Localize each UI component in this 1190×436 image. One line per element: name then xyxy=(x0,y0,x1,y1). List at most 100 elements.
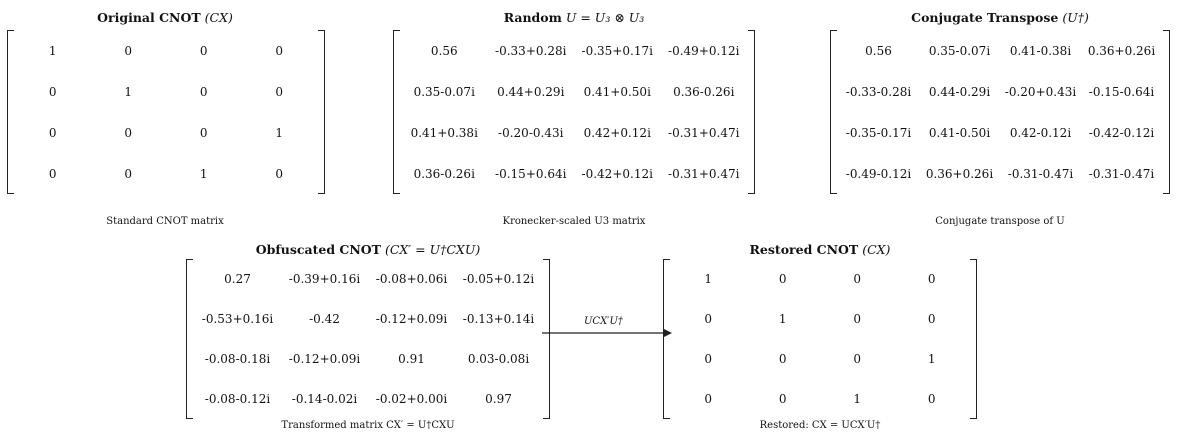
matrix-cell: -0.33-0.28i xyxy=(845,84,912,99)
matrix-cell: 0.36+0.26i xyxy=(1087,43,1156,58)
matrix-cell: 0.35-0.07i xyxy=(413,84,475,99)
matrix-cell: -0.15+0.64i xyxy=(495,166,567,181)
matrix-cell: 0 xyxy=(275,84,284,99)
original-cnot-block: Original CNOT (CX) 1 0 0 0 0 1 0 0 0 0 0 1 0 0 1 0 Stan… xyxy=(5,10,325,227)
arrow-label: UCX′U† xyxy=(584,316,623,327)
left-bracket xyxy=(663,259,670,419)
matrix-cell: -0.08-0.18i xyxy=(204,352,271,366)
matrix-cell: -0.12+0.09i xyxy=(288,352,361,366)
matrix-cell: 0 xyxy=(48,166,57,181)
matrix-cell: 0.44+0.29i xyxy=(497,84,565,99)
matrix-cell: 0 xyxy=(48,125,57,140)
conjugate-transpose-block: Conjugate Transpose (U†) 0.56 0.35-0.07i 0… xyxy=(830,10,1170,227)
matrix-cell: 0 xyxy=(275,166,284,181)
matrix-cell: 0.36-0.26i xyxy=(673,84,735,99)
matrix-cell: 0.41+0.50i xyxy=(583,84,651,99)
matrix-cell: 0.42+0.12i xyxy=(583,125,651,140)
matrix-cell: -0.42-0.12i xyxy=(1088,125,1155,140)
matrix-cell: 0.35-0.07i xyxy=(928,43,991,58)
matrix-cell: 0.56 xyxy=(430,43,458,58)
restored-cnot-block: Restored CNOT (CX) 1 0 0 0 0 1 0 0 0 0 0 1 0 0 1 0 Rest… xyxy=(663,242,977,434)
matrix-cell: 0.36-0.26i xyxy=(413,166,475,181)
obfuscated-cnot-title: Obfuscated CNOT (CX′ = U†CXU) xyxy=(255,242,481,257)
original-cnot-matrix: 1 0 0 0 0 1 0 0 0 0 0 1 0 0 1 0 xyxy=(7,30,325,194)
right-bracket xyxy=(318,30,325,194)
original-cnot-title: Original CNOT (CX) xyxy=(97,10,233,25)
matrix-cell: -0.13+0.14i xyxy=(462,312,535,326)
conjugate-transpose-title: Conjugate Transpose (U†) xyxy=(911,10,1089,25)
matrix-cell: -0.49+0.12i xyxy=(668,43,740,58)
matrix-cell: -0.35-0.17i xyxy=(845,125,912,140)
obfuscated-cnot-matrix: 0.27 -0.39+0.16i -0.08+0.06i -0.05+0.12i -0.… xyxy=(186,259,550,419)
obfuscated-cnot-caption: Transformed matrix CX′ = U†CXU xyxy=(281,420,455,431)
matrix-cell: 1 xyxy=(704,272,713,286)
matrix-cell: 0 xyxy=(927,312,936,326)
obfuscated-cnot-block: Obfuscated CNOT (CX′ = U†CXU) 0.27 -0.39+… xyxy=(186,242,550,434)
matrix-cell: 0 xyxy=(199,84,208,99)
matrix-cell: -0.31-0.47i xyxy=(1088,166,1155,181)
matrix-cell: -0.12+0.09i xyxy=(375,312,448,326)
matrix-cell: 0 xyxy=(124,43,133,58)
matrix-cell: -0.39+0.16i xyxy=(288,272,361,286)
matrix-cell: -0.35+0.17i xyxy=(581,43,653,58)
matrix-cell: 1 xyxy=(778,312,787,326)
left-bracket xyxy=(830,30,837,194)
matrix-cell: -0.31+0.47i xyxy=(668,166,740,181)
matrix-cell: -0.14-0.02i xyxy=(291,392,358,406)
matrix-cell: -0.05+0.12i xyxy=(462,272,535,286)
right-bracket xyxy=(748,30,755,194)
matrix-cell: 1 xyxy=(275,125,284,140)
matrix-cell: 0 xyxy=(704,392,713,406)
restored-cnot-matrix: 1 0 0 0 0 1 0 0 0 0 0 1 0 0 1 0 xyxy=(663,259,977,419)
matrix-cell: 0.27 xyxy=(224,272,251,286)
left-bracket xyxy=(393,30,400,194)
matrix-cell: -0.02+0.00i xyxy=(375,392,448,406)
original-cnot-caption: Standard CNOT matrix xyxy=(106,216,224,227)
matrix-cell: 0.03-0.08i xyxy=(467,352,530,366)
matrix-cell: -0.20-0.43i xyxy=(498,125,564,140)
matrix-cell: -0.08+0.06i xyxy=(375,272,448,286)
matrix-cell: 0 xyxy=(199,125,208,140)
matrix-cell: -0.42+0.12i xyxy=(581,166,653,181)
matrix-cell: 0.97 xyxy=(485,392,512,406)
matrix-cell: 0 xyxy=(275,43,284,58)
matrix-cell: 0.41-0.50i xyxy=(928,125,991,140)
matrix-cell: 0 xyxy=(853,272,862,286)
conjugate-transpose-caption: Conjugate transpose of U xyxy=(935,216,1065,227)
matrix-cell: 0 xyxy=(704,352,713,366)
right-bracket xyxy=(1163,30,1170,194)
matrix-cell: 1 xyxy=(124,84,133,99)
matrix-cell: 0 xyxy=(778,352,787,366)
matrix-cell: 0 xyxy=(124,125,133,140)
matrix-cell: 0 xyxy=(199,43,208,58)
right-bracket xyxy=(970,259,977,419)
matrix-cell: -0.20+0.43i xyxy=(1004,84,1077,99)
random-u-matrix: 0.56 -0.33+0.28i -0.35+0.17i -0.49+0.12i 0.3… xyxy=(393,30,755,194)
matrix-cell: 0 xyxy=(853,352,862,366)
matrix-cell: 0 xyxy=(704,312,713,326)
matrix-cell: 1 xyxy=(853,392,862,406)
transform-arrow xyxy=(542,329,672,337)
matrix-cell: 1 xyxy=(927,352,936,366)
matrix-cell: 0.41+0.38i xyxy=(410,125,478,140)
matrix-cell: 0 xyxy=(853,312,862,326)
matrix-cell: 0 xyxy=(124,166,133,181)
matrix-cell: -0.53+0.16i xyxy=(201,312,274,326)
left-bracket xyxy=(7,30,14,194)
matrix-cell: -0.33+0.28i xyxy=(495,43,567,58)
matrix-cell: 0 xyxy=(778,392,787,406)
matrix-cell: 0.91 xyxy=(398,352,425,366)
matrix-cell: -0.42 xyxy=(309,312,340,326)
matrix-cell: -0.31+0.47i xyxy=(668,125,740,140)
matrix-cell: 0 xyxy=(778,272,787,286)
matrix-cell: -0.31-0.47i xyxy=(1007,166,1074,181)
restored-cnot-caption: Restored: CX = UCX′U† xyxy=(759,420,881,431)
matrix-cell: 1 xyxy=(199,166,208,181)
matrix-cell: 0 xyxy=(927,272,936,286)
matrix-cell: 0.56 xyxy=(865,43,892,58)
matrix-cell: -0.15-0.64i xyxy=(1088,84,1155,99)
random-u-caption: Kronecker-scaled U3 matrix xyxy=(502,216,646,227)
matrix-cell: 0 xyxy=(927,392,936,406)
matrix-cell: 1 xyxy=(48,43,57,58)
restored-cnot-title: Restored CNOT (CX) xyxy=(749,242,891,257)
